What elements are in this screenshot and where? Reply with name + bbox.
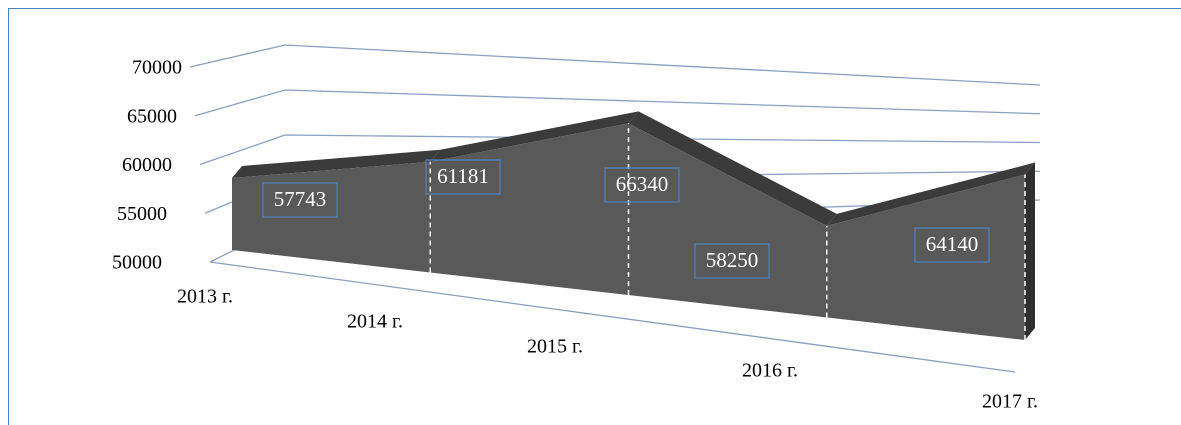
- value-label: 64140: [926, 232, 979, 256]
- x-tick-label: 2016 г.: [742, 360, 798, 382]
- area-top: [232, 149, 441, 178]
- grid-line: [189, 44, 1041, 86]
- x-tick-label: 2013 г.: [177, 286, 233, 308]
- x-tick-label: 2015 г.: [527, 336, 583, 358]
- area-top: [628, 111, 837, 226]
- value-label-box: [604, 167, 680, 203]
- value-label: 61181: [437, 164, 489, 188]
- y-tick-label: 70000: [132, 57, 182, 79]
- value-label-box: [694, 243, 770, 279]
- y-tick-label: 60000: [122, 154, 172, 176]
- value-label: 66340: [616, 172, 669, 196]
- area-side: [1025, 162, 1035, 340]
- y-tick-label: 55000: [117, 203, 167, 225]
- y-tick-label: 65000: [127, 105, 177, 127]
- value-label-box: [262, 182, 338, 218]
- grid-line: [194, 89, 1041, 117]
- y-tick-label: 50000: [112, 252, 162, 274]
- floor-edge: [209, 261, 1016, 373]
- area-top: [826, 162, 1035, 226]
- value-label-box: [914, 227, 990, 263]
- x-tick-label: 2017 г.: [982, 391, 1038, 413]
- grid-line: [199, 134, 1041, 166]
- frame: [8, 8, 1181, 425]
- x-tick-label: 2014 г.: [347, 311, 403, 333]
- area-top: [430, 111, 639, 162]
- value-label: 57743: [274, 187, 327, 211]
- value-label-box: [425, 159, 501, 195]
- value-label: 58250: [706, 248, 759, 272]
